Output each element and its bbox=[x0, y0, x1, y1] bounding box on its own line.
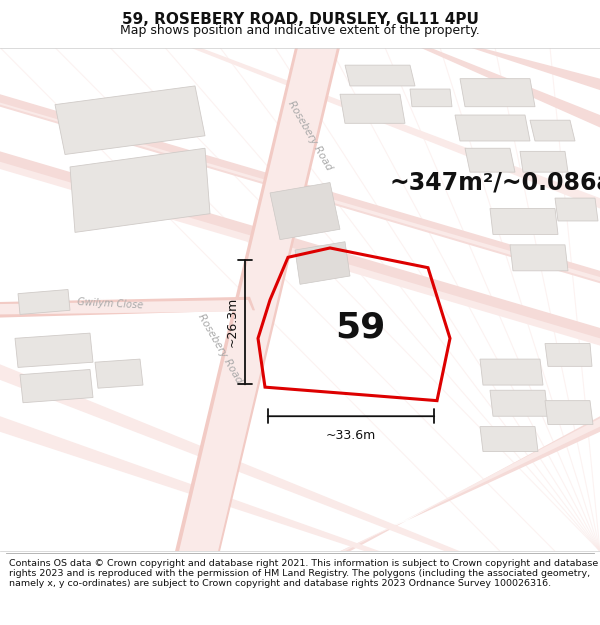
Text: ~347m²/~0.086ac.: ~347m²/~0.086ac. bbox=[390, 171, 600, 194]
Polygon shape bbox=[270, 182, 340, 239]
Polygon shape bbox=[460, 79, 535, 107]
Polygon shape bbox=[555, 198, 598, 221]
Text: Rosebery Road: Rosebery Road bbox=[196, 312, 244, 385]
Text: Rosebery Road: Rosebery Road bbox=[286, 99, 334, 172]
Polygon shape bbox=[530, 120, 575, 141]
Polygon shape bbox=[490, 390, 548, 416]
Text: Contains OS data © Crown copyright and database right 2021. This information is : Contains OS data © Crown copyright and d… bbox=[9, 559, 598, 588]
Polygon shape bbox=[480, 427, 538, 451]
Polygon shape bbox=[510, 245, 568, 271]
Polygon shape bbox=[55, 86, 205, 154]
Polygon shape bbox=[410, 89, 452, 107]
Polygon shape bbox=[0, 416, 380, 551]
Polygon shape bbox=[480, 359, 543, 385]
Polygon shape bbox=[70, 148, 210, 232]
Polygon shape bbox=[455, 115, 530, 141]
Text: 59, ROSEBERY ROAD, DURSLEY, GL11 4PU: 59, ROSEBERY ROAD, DURSLEY, GL11 4PU bbox=[122, 12, 478, 27]
Polygon shape bbox=[0, 151, 600, 344]
Polygon shape bbox=[340, 416, 600, 551]
Polygon shape bbox=[520, 151, 568, 172]
Polygon shape bbox=[18, 289, 70, 314]
Polygon shape bbox=[345, 65, 415, 86]
Text: 59: 59 bbox=[335, 311, 386, 344]
Text: ~26.3m: ~26.3m bbox=[226, 297, 239, 348]
Polygon shape bbox=[465, 148, 515, 172]
Polygon shape bbox=[0, 94, 600, 283]
Polygon shape bbox=[420, 48, 600, 128]
Polygon shape bbox=[0, 297, 255, 318]
Polygon shape bbox=[190, 48, 600, 209]
Polygon shape bbox=[0, 364, 460, 551]
Polygon shape bbox=[175, 48, 340, 551]
Polygon shape bbox=[545, 401, 593, 424]
Text: Gwilym Close: Gwilym Close bbox=[77, 298, 143, 311]
Polygon shape bbox=[295, 242, 350, 284]
Polygon shape bbox=[340, 94, 405, 123]
Polygon shape bbox=[179, 48, 337, 551]
Polygon shape bbox=[340, 418, 600, 551]
Polygon shape bbox=[470, 48, 600, 90]
Text: Map shows position and indicative extent of the property.: Map shows position and indicative extent… bbox=[120, 24, 480, 37]
Polygon shape bbox=[95, 359, 143, 388]
Text: ~33.6m: ~33.6m bbox=[326, 429, 376, 442]
Polygon shape bbox=[20, 369, 93, 402]
Polygon shape bbox=[0, 162, 600, 346]
Polygon shape bbox=[0, 102, 600, 281]
Polygon shape bbox=[0, 300, 253, 314]
Polygon shape bbox=[545, 344, 592, 366]
Polygon shape bbox=[490, 209, 558, 234]
Polygon shape bbox=[15, 333, 93, 367]
